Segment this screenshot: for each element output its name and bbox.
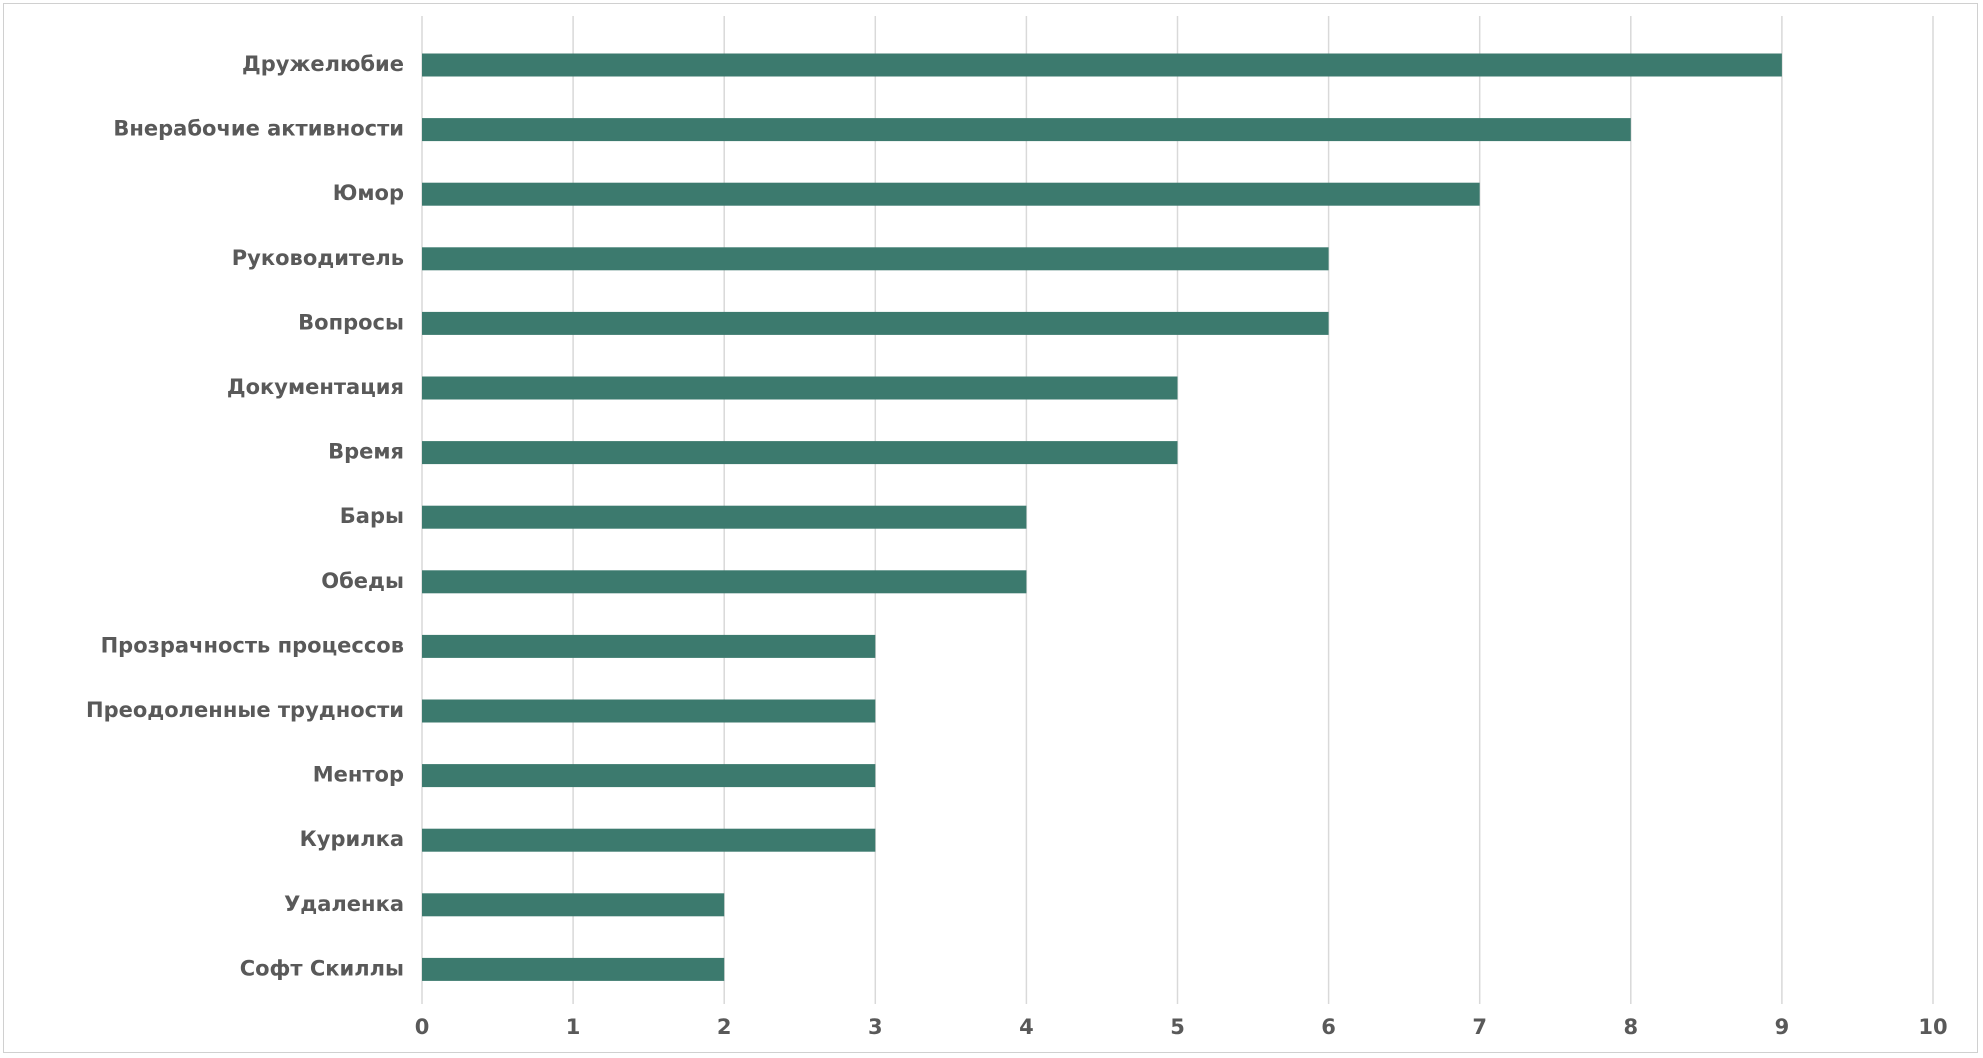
bar	[422, 764, 876, 788]
x-tick-label: 8	[1623, 1015, 1638, 1039]
bar	[422, 570, 1027, 594]
bar	[422, 505, 1027, 529]
x-tick-label: 5	[1170, 1015, 1185, 1039]
x-tick-label: 4	[1019, 1015, 1034, 1039]
x-tick-label: 9	[1775, 1015, 1790, 1039]
category-label: Удаленка	[284, 892, 404, 916]
x-tick-label: 3	[868, 1015, 883, 1039]
category-label: Бары	[340, 504, 404, 528]
x-tick-label: 6	[1321, 1015, 1336, 1039]
bar	[422, 634, 876, 658]
category-label: Дружелюбие	[242, 52, 404, 76]
bar	[422, 182, 1480, 206]
bar	[422, 376, 1178, 400]
category-label: Вопросы	[298, 310, 404, 334]
category-label: Курилка	[300, 827, 404, 851]
bar	[422, 53, 1782, 77]
category-labels: Дружелюбие Внерабочие активности Юмор Руков…	[86, 52, 404, 980]
bar	[422, 441, 1178, 465]
x-tick-label: 2	[717, 1015, 732, 1039]
category-label: Ментор	[313, 763, 404, 787]
x-tick-label: 1	[566, 1015, 581, 1039]
category-label: Руководитель	[232, 246, 404, 270]
category-label: Обеды	[321, 569, 404, 593]
category-label: Прозрачность процессов	[101, 633, 404, 657]
bar	[422, 828, 876, 852]
bar	[422, 311, 1329, 335]
category-label: Преодоленные трудности	[86, 698, 404, 722]
x-tick-label: 7	[1472, 1015, 1487, 1039]
chart-frame: Дружелюбие Внерабочие активности Юмор Руков…	[3, 3, 1978, 1053]
bar	[422, 957, 725, 981]
x-tick-label: 0	[415, 1015, 430, 1039]
bar	[422, 699, 876, 723]
bars	[422, 53, 1782, 981]
x-tick-labels: 0 1 2 3 4 5 6 7 8 9 10	[415, 1015, 1948, 1039]
bar-chart: Дружелюбие Внерабочие активности Юмор Руков…	[86, 16, 1948, 1039]
category-label: Документация	[227, 375, 404, 399]
category-label: Юмор	[333, 181, 404, 205]
category-label: Внерабочие активности	[113, 117, 404, 141]
bar	[422, 247, 1329, 271]
category-label: Время	[328, 440, 404, 464]
bar	[422, 893, 725, 917]
x-tick-label: 10	[1918, 1015, 1947, 1039]
bar	[422, 118, 1631, 142]
category-label: Софт Скиллы	[240, 956, 404, 980]
